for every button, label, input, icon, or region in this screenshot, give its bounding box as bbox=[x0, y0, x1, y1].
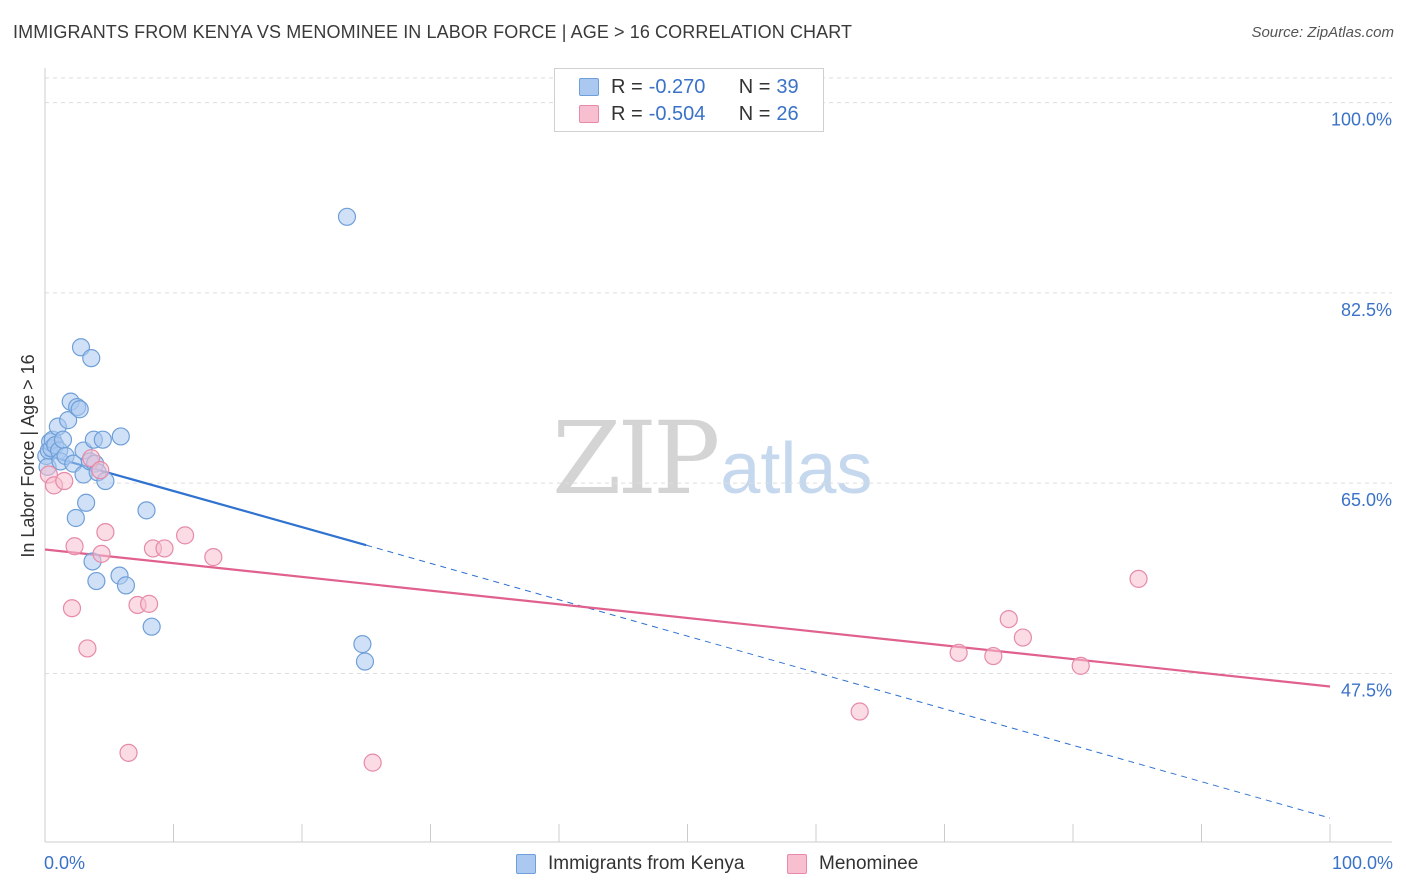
y-tick-label: 47.5% bbox=[1341, 680, 1392, 700]
menominee-point bbox=[91, 461, 110, 480]
kenya-point bbox=[116, 576, 136, 595]
menominee-point bbox=[984, 646, 1003, 666]
menominee-point bbox=[1129, 569, 1148, 588]
menominee-point bbox=[78, 639, 97, 658]
r-label: R = bbox=[611, 102, 643, 125]
grid-layer bbox=[45, 77, 1392, 674]
kenya-point bbox=[93, 430, 112, 449]
x-tick-label-max: 100.0% bbox=[1332, 853, 1393, 873]
kenya-point bbox=[70, 400, 89, 419]
n-label: N = bbox=[738, 102, 771, 125]
kenya-point bbox=[82, 349, 101, 368]
menominee-point bbox=[175, 526, 195, 545]
bottom-legend-kenya[interactable]: Immigrants from Kenya bbox=[516, 852, 744, 876]
chart-title: IMMIGRANTS FROM KENYA VS MENOMINEE IN LA… bbox=[13, 22, 853, 42]
menominee-point bbox=[92, 544, 111, 563]
menominee-point bbox=[62, 599, 82, 618]
kenya-point bbox=[111, 427, 130, 446]
x-tick-label-min: 0.0% bbox=[44, 853, 85, 873]
menominee-point bbox=[119, 743, 138, 762]
menominee-point bbox=[204, 548, 223, 567]
menominee-point bbox=[949, 643, 968, 662]
menominee-trend-line bbox=[44, 548, 1331, 688]
r-value: -0.270 bbox=[648, 75, 706, 98]
stats-legend-row-kenya: R = -0.270 N = 39 bbox=[579, 74, 799, 100]
watermark-zip: ZIP bbox=[552, 400, 720, 517]
r-label: R = bbox=[611, 75, 643, 98]
axis-layer bbox=[44, 68, 1392, 843]
kenya-trend-extension bbox=[366, 544, 1331, 819]
watermark-atlas: atlas bbox=[720, 429, 873, 509]
kenya-point bbox=[137, 501, 156, 520]
menominee-legend-swatch bbox=[787, 854, 807, 874]
y-tick-label: 82.5% bbox=[1341, 300, 1392, 320]
points-layer bbox=[37, 207, 1148, 772]
r-value: -0.504 bbox=[648, 102, 706, 125]
y-tick-label: 65.0% bbox=[1341, 490, 1392, 510]
n-label: N = bbox=[738, 75, 771, 98]
menominee-point bbox=[1071, 656, 1090, 675]
y-tick-label: 100.0% bbox=[1331, 110, 1392, 130]
n-value: 26 bbox=[776, 102, 799, 125]
source-label: Source: ZipAtlas.com bbox=[1251, 24, 1394, 41]
menominee-point bbox=[96, 523, 115, 542]
kenya-swatch bbox=[579, 78, 599, 96]
kenya-point bbox=[87, 571, 106, 591]
menominee-point bbox=[999, 609, 1018, 629]
menominee-point bbox=[65, 537, 84, 556]
menominee-point bbox=[139, 594, 159, 613]
menominee-swatch bbox=[579, 105, 599, 123]
bottom-legend-menominee[interactable]: Menominee bbox=[787, 852, 918, 876]
n-value: 39 bbox=[776, 75, 799, 98]
y-axis-title: In Labor Force | Age > 16 bbox=[18, 354, 38, 557]
kenya-legend-label: Immigrants from Kenya bbox=[548, 853, 745, 874]
stats-legend: R = -0.270 N = 39 R = -0.504 N = 26 bbox=[554, 68, 824, 132]
menominee-point bbox=[55, 471, 74, 491]
menominee-point bbox=[850, 702, 869, 721]
kenya-point bbox=[142, 617, 161, 636]
kenya-point bbox=[66, 508, 85, 528]
label-layer: 100.0% 82.5% 65.0% 47.5% 0.0% 100.0% In Labor … bbox=[18, 110, 1393, 873]
kenya-point bbox=[53, 430, 73, 449]
watermark: ZIPatlas bbox=[552, 400, 872, 517]
menominee-point bbox=[363, 753, 382, 772]
kenya-legend-swatch bbox=[516, 854, 536, 874]
kenya-point bbox=[353, 635, 372, 654]
kenya-point bbox=[355, 652, 375, 671]
menominee-point bbox=[155, 539, 174, 558]
kenya-point bbox=[77, 493, 96, 512]
kenya-point bbox=[59, 411, 78, 430]
trend-layer bbox=[44, 453, 1331, 819]
menominee-point bbox=[1013, 628, 1032, 647]
kenya-point bbox=[337, 207, 357, 226]
menominee-legend-label: Menominee bbox=[819, 853, 919, 874]
stats-legend-row-menominee: R = -0.504 N = 26 bbox=[579, 101, 799, 127]
